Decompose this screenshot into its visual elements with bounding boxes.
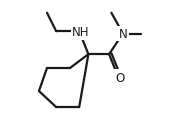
Text: NH: NH [72,26,90,39]
Text: O: O [116,71,125,84]
Text: N: N [118,28,127,41]
